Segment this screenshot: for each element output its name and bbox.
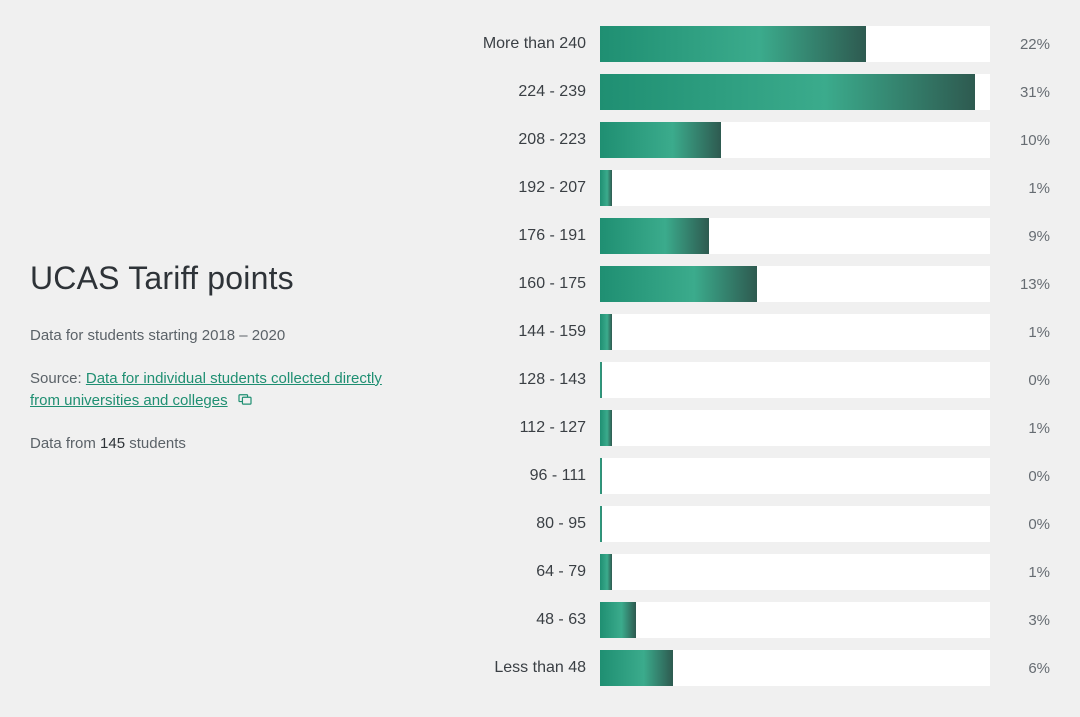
chart-row-label: 48 - 63	[430, 611, 600, 629]
chart-row: 80 - 95 0%	[430, 500, 1050, 548]
chart-row: 208 - 223 10%	[430, 116, 1050, 164]
chart-bar-track	[600, 314, 990, 350]
chart-row-label: 64 - 79	[430, 563, 600, 581]
chart-bar-fill	[600, 74, 975, 110]
chart-row-value: 0%	[990, 468, 1050, 485]
page-title: UCAS Tariff points	[30, 260, 400, 297]
date-range-text: Data for students starting 2018 – 2020	[30, 325, 400, 348]
chart-row-value: 13%	[990, 276, 1050, 293]
chart-row-label: 224 - 239	[430, 83, 600, 101]
chart-row-value: 1%	[990, 324, 1050, 341]
source-line: Source: Data for individual students col…	[30, 368, 400, 413]
students-suffix: students	[125, 435, 186, 452]
chart-bar-fill	[600, 218, 709, 254]
chart-bar-fill	[600, 602, 636, 638]
chart-bar-track	[600, 506, 990, 542]
chart-row-value: 1%	[990, 180, 1050, 197]
chart-row: 48 - 63 3%	[430, 596, 1050, 644]
chart-row-label: More than 240	[430, 35, 600, 53]
data-from-prefix: Data from	[30, 435, 100, 452]
chart-bar-fill	[600, 170, 612, 206]
chart-row-label: 112 - 127	[430, 419, 600, 437]
source-prefix: Source:	[30, 370, 86, 387]
chart-bar-fill	[600, 266, 757, 302]
chart-row-label: 192 - 207	[430, 179, 600, 197]
chart-bar-track	[600, 26, 990, 62]
chart-row: 64 - 79 1%	[430, 548, 1050, 596]
chart-bar-track	[600, 218, 990, 254]
chart-row: 112 - 127 1%	[430, 404, 1050, 452]
chart-row-label: Less than 48	[430, 659, 600, 677]
chart-bar-track	[600, 458, 990, 494]
chart-bar-fill	[600, 554, 612, 590]
chart-bar-fill	[600, 458, 602, 494]
chart-row: 96 - 111 0%	[430, 452, 1050, 500]
chart-row-value: 0%	[990, 516, 1050, 533]
chart-bar-track	[600, 170, 990, 206]
chart-row-label: 96 - 111	[430, 467, 600, 485]
chart-bar-fill	[600, 26, 866, 62]
chart-row-label: 80 - 95	[430, 515, 600, 533]
chart-row-value: 6%	[990, 660, 1050, 677]
chart-row-value: 1%	[990, 420, 1050, 437]
chart-row-value: 31%	[990, 84, 1050, 101]
chart-row-value: 0%	[990, 372, 1050, 389]
chart-row-value: 1%	[990, 564, 1050, 581]
chart-bar-track	[600, 650, 990, 686]
chart-bar-fill	[600, 314, 612, 350]
chart-row: 144 - 159 1%	[430, 308, 1050, 356]
chart-row-value: 9%	[990, 228, 1050, 245]
chart-bar-track	[600, 602, 990, 638]
chart-bar-fill	[600, 410, 612, 446]
chart-row: 176 - 191 9%	[430, 212, 1050, 260]
chart-row: 192 - 207 1%	[430, 164, 1050, 212]
chart-bar-track	[600, 74, 990, 110]
chart-bar-track	[600, 410, 990, 446]
chart-row-label: 144 - 159	[430, 323, 600, 341]
chart-bar-fill	[600, 506, 602, 542]
chart-row: Less than 48 6%	[430, 644, 1050, 692]
chart-row-value: 22%	[990, 36, 1050, 53]
chart-bar-fill	[600, 650, 673, 686]
chart-row-label: 208 - 223	[430, 131, 600, 149]
student-count: 145	[100, 435, 125, 452]
chart-row-label: 160 - 175	[430, 275, 600, 293]
chart-row: 160 - 175 13%	[430, 260, 1050, 308]
chart-row: 128 - 143 0%	[430, 356, 1050, 404]
chart-row: 224 - 239 31%	[430, 68, 1050, 116]
chart-bar-track	[600, 266, 990, 302]
chart-row: More than 240 22%	[430, 20, 1050, 68]
chart-row-value: 10%	[990, 132, 1050, 149]
info-panel: UCAS Tariff points Data for students sta…	[30, 20, 430, 697]
chart-bar-track	[600, 122, 990, 158]
bar-chart: More than 240 22% 224 - 239 31% 208 - 223 10%…	[430, 20, 1050, 697]
external-link-icon	[238, 390, 252, 413]
chart-bar-fill	[600, 122, 721, 158]
chart-row-label: 176 - 191	[430, 227, 600, 245]
chart-bar-track	[600, 362, 990, 398]
chart-bar-fill	[600, 362, 602, 398]
student-count-line: Data from 145 students	[30, 433, 400, 456]
layout-container: UCAS Tariff points Data for students sta…	[0, 0, 1080, 717]
chart-row-value: 3%	[990, 612, 1050, 629]
chart-bar-track	[600, 554, 990, 590]
chart-row-label: 128 - 143	[430, 371, 600, 389]
